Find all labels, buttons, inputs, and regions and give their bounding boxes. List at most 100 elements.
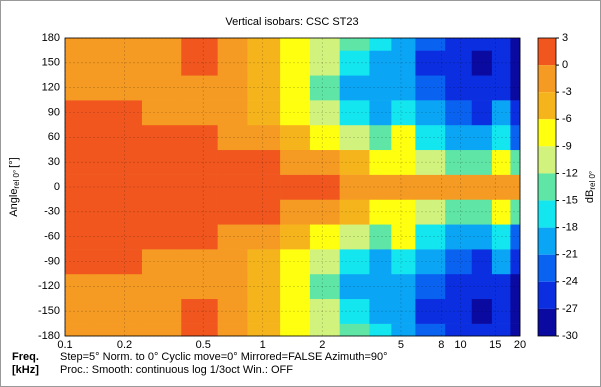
heat-cell (491, 149, 511, 175)
heat-cell (510, 199, 521, 225)
heat-cell (217, 174, 248, 200)
colorbar-tick-label: -30 (562, 330, 578, 342)
heat-cell (309, 199, 340, 225)
heat-cell (369, 100, 392, 126)
heat-cell (141, 298, 182, 324)
heat-cell (94, 38, 143, 51)
heat-cell (94, 224, 143, 250)
heat-cell (94, 124, 143, 151)
heat-cell (217, 38, 248, 51)
heat-cell (471, 224, 493, 250)
heat-cell (247, 75, 281, 101)
heat-cell (339, 149, 370, 175)
heat-cell (217, 273, 248, 300)
y-label-sub: rel 0° (12, 170, 21, 189)
heat-cell (181, 323, 218, 337)
x-tick-label: 2 (319, 339, 325, 351)
colorbar-tick-label: -12 (562, 167, 578, 179)
y-tick-label: 150 (42, 57, 60, 69)
colorbar-tick-label: -6 (562, 113, 572, 125)
heat-cell (181, 75, 218, 101)
heat-cell (471, 38, 493, 51)
heat-cell (247, 149, 281, 175)
colorbar-tick-label: 0 (562, 59, 568, 71)
heat-cell (491, 249, 511, 275)
y-label-unit: [°] (8, 157, 20, 168)
colorbar-tick-label: -24 (562, 276, 578, 288)
colorbar-swatch (538, 281, 556, 309)
heat-cell (65, 50, 96, 76)
heat-cell (510, 224, 521, 250)
heat-cell (339, 199, 370, 225)
heat-cell (280, 273, 311, 300)
heat-cell (65, 100, 96, 126)
heat-cell (309, 249, 340, 275)
heat-cell (247, 199, 281, 225)
heat-cell (339, 249, 370, 275)
colorbar-swatch (538, 254, 556, 282)
heat-cell (445, 124, 473, 151)
heat-cell (445, 298, 473, 324)
heat-cell (181, 100, 218, 126)
heat-cell (94, 273, 143, 300)
heat-cell (181, 50, 218, 76)
heat-cell (510, 273, 521, 300)
heat-cell (217, 50, 248, 76)
heat-cell (280, 124, 311, 151)
heat-cell (141, 38, 182, 51)
x-tick-label: 8 (438, 339, 444, 351)
y-tick-label: -60 (44, 231, 60, 243)
heat-cell (445, 249, 473, 275)
heat-cell (309, 149, 340, 175)
heat-cell (369, 149, 392, 175)
heat-cell (415, 273, 446, 300)
heat-cell (181, 298, 218, 324)
heat-cell (94, 174, 143, 200)
heat-cell (510, 38, 521, 51)
heat-cell (280, 100, 311, 126)
heat-cell (391, 124, 416, 151)
heat-cell (65, 174, 96, 200)
heat-cell (491, 298, 511, 324)
footer-line2: Proc.: Smooth: continuous log 1/3oct Win… (60, 364, 293, 376)
heat-cell (217, 298, 248, 324)
heat-cell (445, 224, 473, 250)
heat-cell (391, 199, 416, 225)
heat-cell (309, 323, 340, 337)
heat-cell (391, 273, 416, 300)
heat-cell (280, 323, 311, 337)
heat-cell (491, 199, 511, 225)
heat-cell (471, 323, 493, 337)
heat-cell (141, 199, 182, 225)
heat-cell (65, 273, 96, 300)
heat-cell (217, 75, 248, 101)
heat-cell (181, 224, 218, 250)
heat-cell (94, 249, 143, 275)
heat-cell (217, 323, 248, 337)
heat-cell (339, 273, 370, 300)
heat-cell (471, 174, 493, 200)
heat-cell (181, 149, 218, 175)
heat-cell (94, 75, 143, 101)
heat-cell (141, 273, 182, 300)
heat-cell (65, 199, 96, 225)
heat-cell (391, 323, 416, 337)
heat-cell (339, 298, 370, 324)
heat-cell (247, 249, 281, 275)
heat-cell (415, 323, 446, 337)
colorbar-swatch (538, 227, 556, 255)
x-label-line1: Freq. (12, 351, 39, 363)
x-tick-label: 0.5 (196, 339, 211, 351)
heat-cell (339, 323, 370, 337)
heat-cell (247, 224, 281, 250)
heat-cell (491, 50, 511, 76)
heat-cell (309, 224, 340, 250)
heat-cell (94, 199, 143, 225)
colorbar-tick-label: -15 (562, 194, 578, 206)
x-tick-label: 15 (489, 339, 501, 351)
x-tick-label: 10 (454, 339, 466, 351)
heat-cell (309, 100, 340, 126)
colorbar-tick-label: -3 (562, 86, 572, 98)
heat-cell (391, 298, 416, 324)
heat-cell (280, 50, 311, 76)
